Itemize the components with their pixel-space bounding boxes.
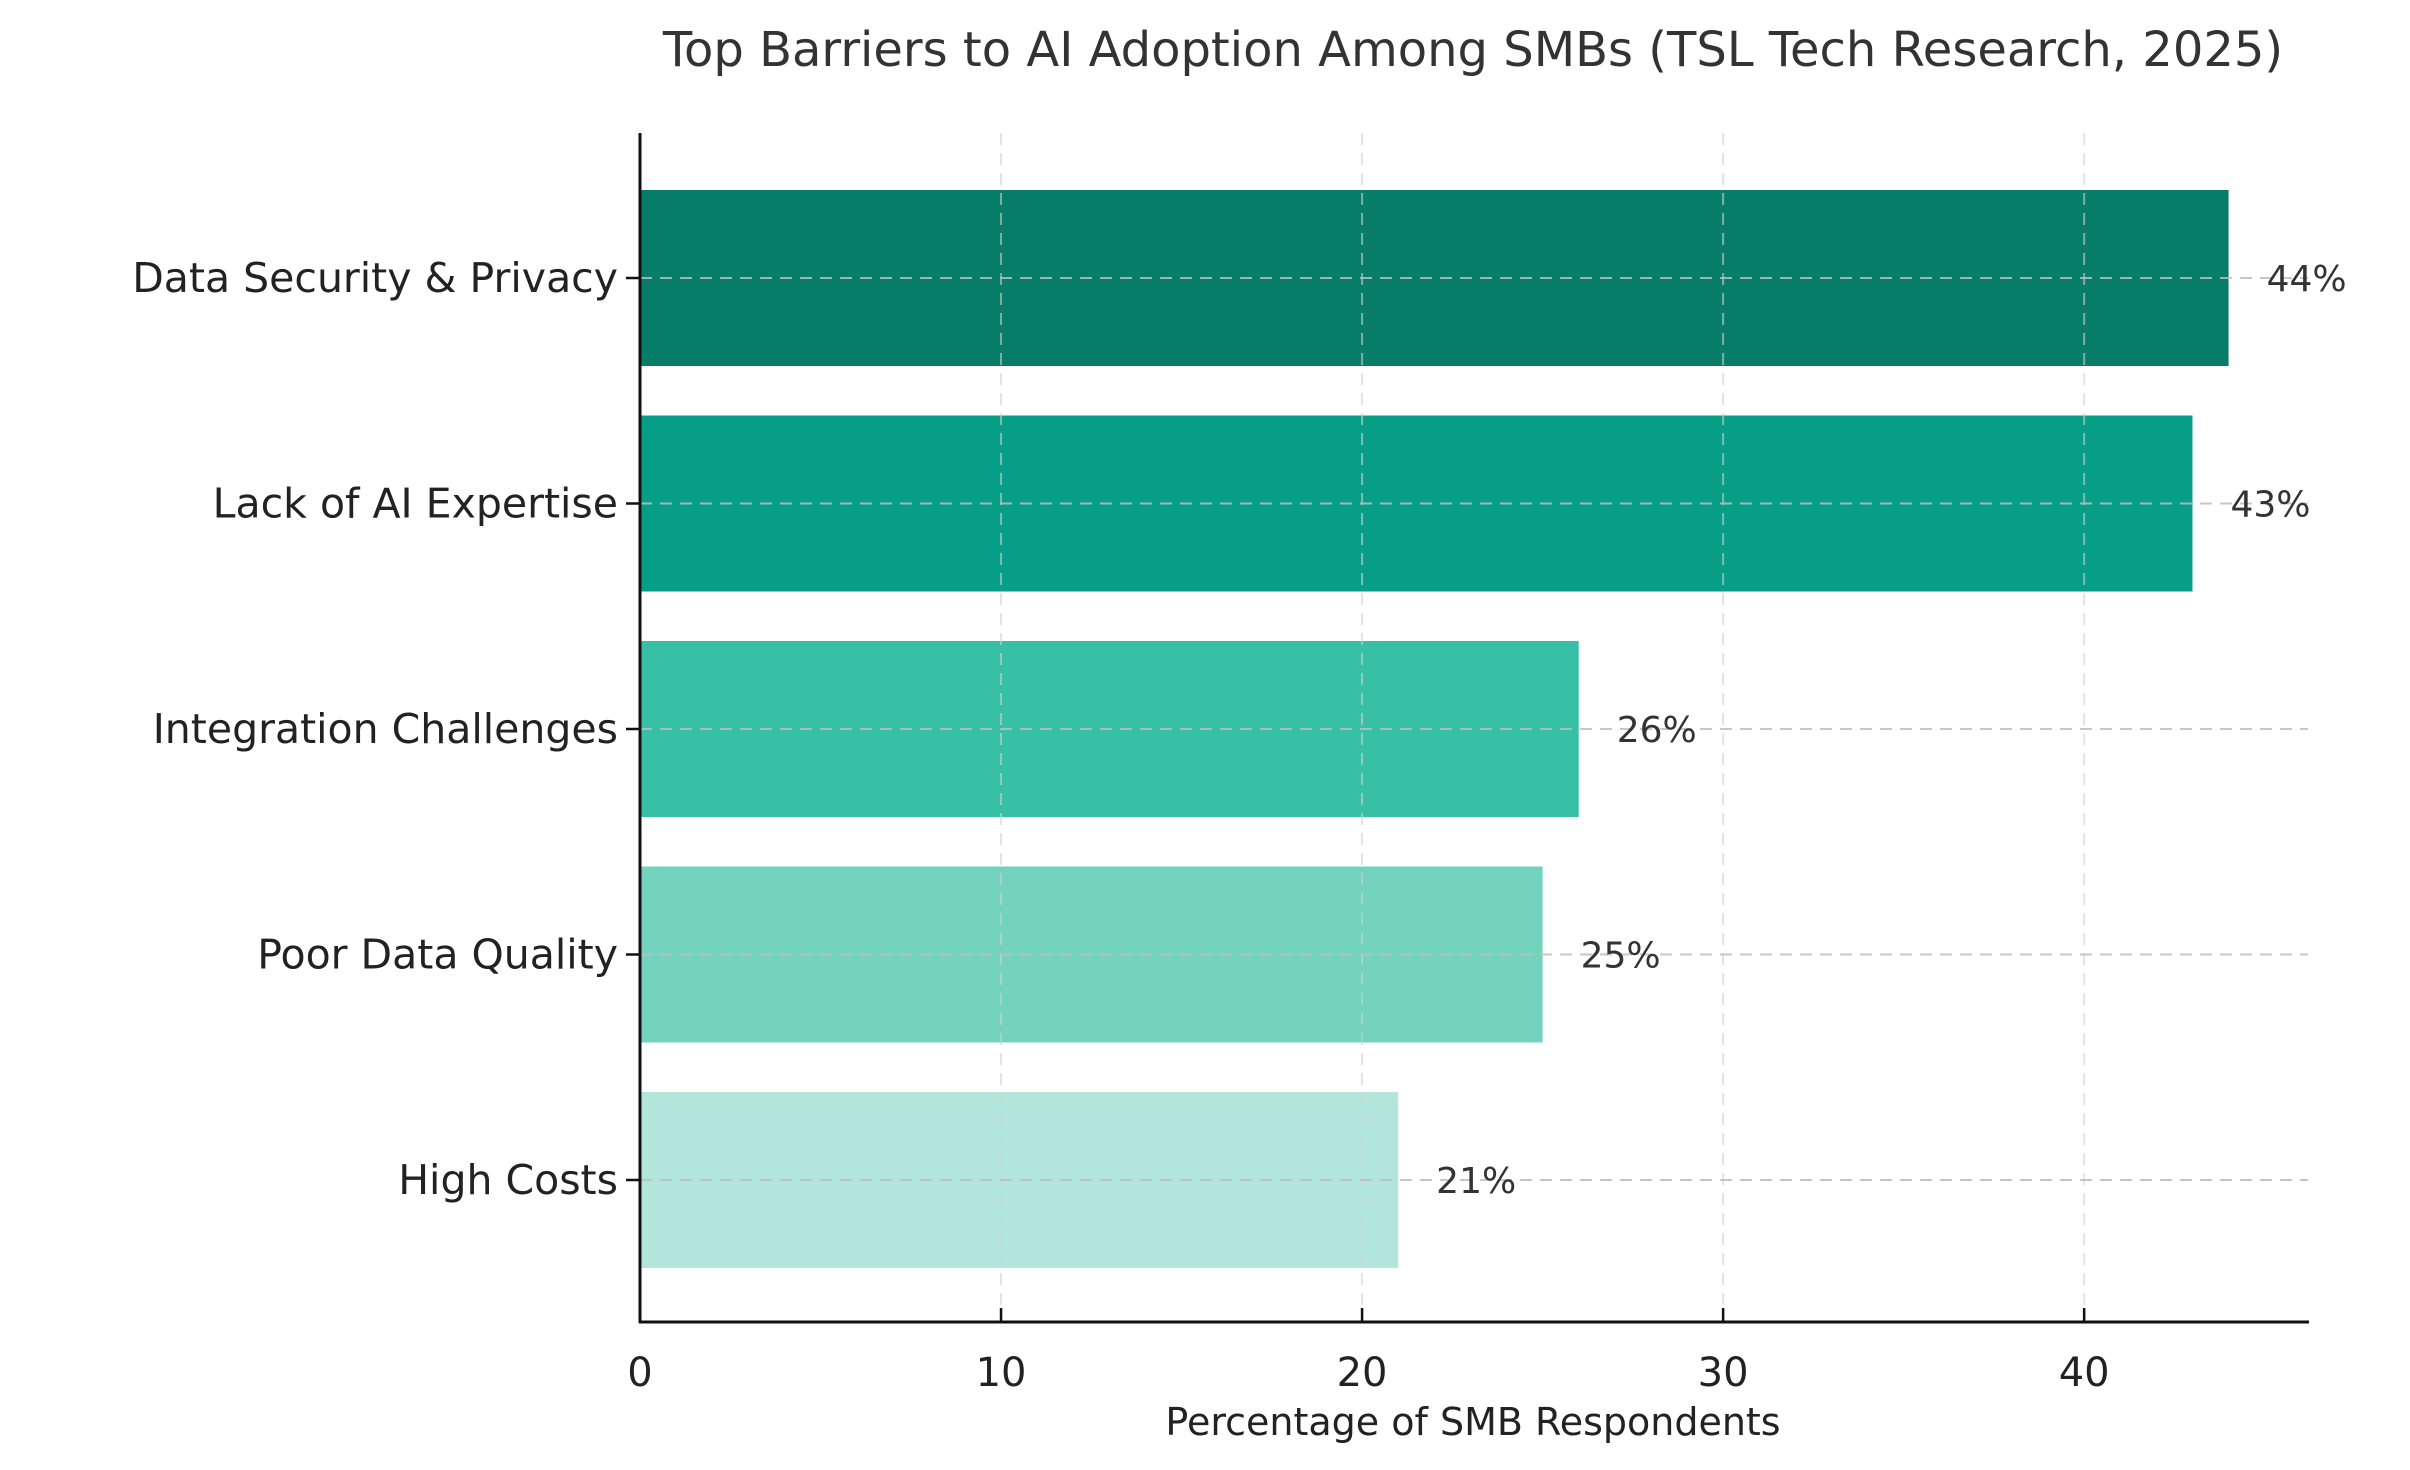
y-tick-label: Poor Data Quality bbox=[257, 931, 618, 979]
bar-value-label: 21% bbox=[1436, 1161, 1516, 1202]
x-tick-label: 0 bbox=[627, 1350, 652, 1396]
bar-value-label: 26% bbox=[1617, 710, 1697, 751]
bar-value-label: 43% bbox=[2230, 485, 2310, 526]
chart-title: Top Barriers to AI Adoption Among SMBs (… bbox=[662, 22, 2283, 78]
bar-value-label: 25% bbox=[1581, 936, 1661, 977]
x-tick-label: 20 bbox=[1337, 1350, 1388, 1396]
x-axis-label: Percentage of SMB Respondents bbox=[1165, 1400, 1780, 1444]
y-tick-label: Data Security & Privacy bbox=[132, 254, 618, 302]
y-tick-label: Integration Challenges bbox=[153, 705, 618, 753]
bar bbox=[640, 415, 2193, 592]
bar-value-label: 44% bbox=[2267, 259, 2347, 300]
x-tick-label: 30 bbox=[1698, 1350, 1749, 1396]
y-tick-label: Lack of AI Expertise bbox=[213, 480, 618, 528]
x-tick-label: 40 bbox=[2059, 1350, 2110, 1396]
x-tick-label: 10 bbox=[976, 1350, 1027, 1396]
y-tick-label: High Costs bbox=[398, 1156, 618, 1204]
